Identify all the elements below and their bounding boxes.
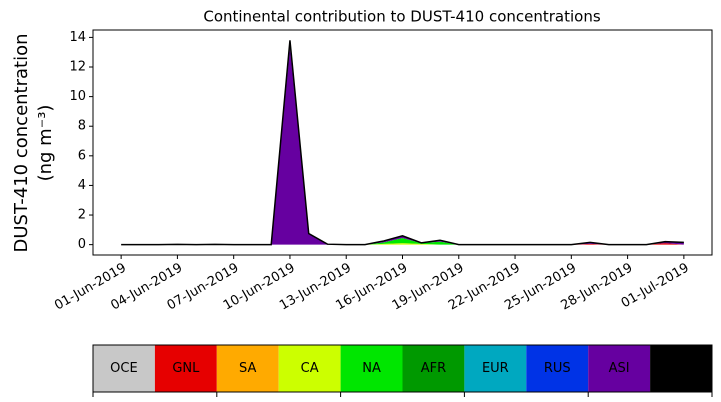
y-axis-units: (ng m⁻³) (35, 105, 56, 182)
y-tick-label: 6 (78, 148, 86, 163)
legend-label: AFR (421, 361, 446, 376)
legend-swatch (526, 345, 589, 392)
legend-swatch (154, 345, 217, 392)
y-tick-label: 14 (69, 30, 86, 45)
legend-swatch (216, 345, 279, 392)
chart-title: Continental contribution to DUST-410 con… (203, 8, 600, 26)
area (121, 243, 684, 245)
legend-label: CA (301, 361, 319, 376)
legend-label: NA (362, 361, 381, 376)
y-tick-label: 12 (69, 60, 86, 75)
color-legend: OCE GNL SA CA NA AFR EUR RUS ASI AUS (92, 344, 713, 397)
legend-label: ASI (609, 361, 630, 376)
legend-label: EUR (482, 361, 509, 376)
area (121, 47, 684, 245)
legend-label: SA (239, 361, 256, 376)
y-tick-label: 8 (78, 119, 86, 134)
area (121, 237, 684, 245)
legend-label: RUS (544, 361, 571, 376)
total-outline (121, 40, 684, 246)
legend-label: OCE (110, 361, 138, 376)
legend-swatch (588, 345, 651, 392)
legend-swatch (278, 345, 341, 392)
legend-label: GNL (172, 361, 200, 376)
legend-label: AUS (668, 361, 695, 376)
y-tick-label: 10 (69, 89, 86, 104)
y-tick-label: 4 (78, 178, 86, 193)
legend-swatch (93, 345, 155, 392)
legend-swatch (650, 345, 712, 392)
y-tick-label: 0 (78, 237, 86, 252)
axes-frame (92, 29, 713, 256)
legend-swatch (402, 345, 465, 392)
y-axis-label: DUST-410 concentration (11, 33, 32, 252)
area (121, 40, 684, 245)
plot-area: 0246810121401-Jun-201904-Jun-201907-Jun-… (52, 29, 713, 314)
legend-swatch (464, 345, 527, 392)
legend-frame (92, 344, 713, 393)
legend-swatch (340, 345, 403, 392)
y-tick-label: 2 (78, 208, 86, 223)
